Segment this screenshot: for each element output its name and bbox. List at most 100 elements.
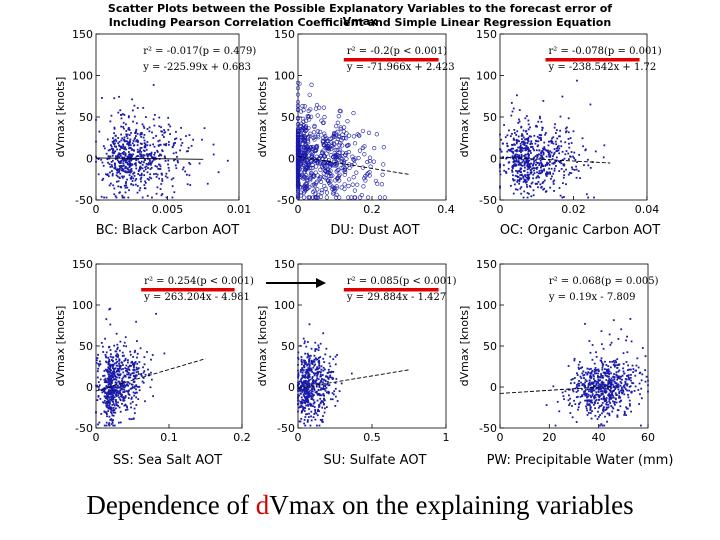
data-point	[565, 168, 567, 171]
data-point	[538, 164, 541, 166]
data-point	[591, 393, 594, 396]
data-point	[333, 178, 338, 183]
data-point	[314, 391, 317, 394]
data-point	[584, 384, 587, 387]
data-point	[524, 181, 527, 184]
data-point	[555, 156, 558, 159]
data-point	[308, 355, 311, 358]
data-point	[554, 132, 557, 134]
data-point	[163, 129, 166, 132]
data-point	[594, 399, 597, 402]
data-point	[116, 343, 119, 346]
data-point	[119, 398, 122, 401]
data-point	[96, 384, 99, 387]
data-point	[116, 386, 119, 389]
data-point	[611, 393, 613, 396]
data-point	[153, 173, 155, 176]
data-point	[525, 130, 527, 133]
data-point	[359, 193, 364, 198]
data-point	[632, 382, 635, 385]
data-point	[340, 382, 343, 385]
data-point	[129, 155, 132, 158]
data-point	[314, 103, 320, 108]
data-point	[524, 180, 526, 183]
data-point	[536, 154, 538, 156]
data-point	[118, 396, 120, 399]
data-point	[605, 391, 607, 393]
data-point	[112, 424, 115, 427]
data-point	[157, 167, 160, 170]
data-point	[585, 193, 588, 196]
data-point	[305, 401, 308, 403]
data-point	[586, 388, 589, 391]
data-point	[520, 186, 523, 188]
data-point	[98, 421, 101, 424]
data-point	[591, 387, 594, 390]
data-point	[321, 418, 324, 421]
data-point	[304, 424, 307, 427]
data-point	[297, 351, 300, 354]
data-point	[124, 191, 127, 194]
data-point	[113, 386, 116, 389]
data-point	[595, 382, 598, 385]
data-point	[612, 376, 615, 378]
data-point	[601, 412, 603, 415]
data-point	[519, 145, 522, 147]
data-point	[301, 195, 307, 200]
data-point	[575, 168, 578, 171]
data-point	[108, 404, 111, 407]
x-tick-label: 0.1	[160, 431, 178, 444]
data-point	[144, 180, 147, 183]
data-point	[512, 152, 515, 155]
data-point	[625, 414, 627, 416]
data-point	[111, 398, 114, 401]
data-point	[97, 395, 100, 398]
data-point	[313, 413, 316, 415]
data-point	[119, 395, 122, 398]
data-point	[149, 160, 151, 162]
data-point	[110, 145, 113, 148]
data-point	[298, 190, 303, 195]
data-point	[300, 363, 303, 366]
data-point	[314, 357, 317, 360]
data-point	[540, 151, 543, 154]
data-point	[115, 358, 118, 361]
data-point	[618, 390, 621, 393]
data-point	[323, 134, 328, 139]
data-point	[145, 116, 147, 118]
data-point	[543, 169, 545, 172]
data-point	[142, 371, 145, 374]
data-point	[523, 141, 526, 144]
data-point	[638, 382, 641, 385]
data-point	[564, 153, 567, 156]
data-point	[311, 361, 313, 363]
data-point	[530, 172, 533, 175]
data-point	[322, 332, 325, 335]
data-point	[110, 411, 112, 413]
data-point	[576, 384, 578, 386]
data-point	[554, 161, 556, 164]
data-point	[105, 393, 108, 396]
data-point	[121, 167, 124, 170]
data-point	[599, 383, 602, 386]
data-point	[550, 151, 553, 154]
data-point	[325, 347, 328, 350]
data-point	[512, 157, 515, 160]
data-point	[313, 401, 316, 404]
data-point	[584, 392, 586, 395]
data-point	[517, 122, 520, 124]
data-point	[302, 393, 305, 396]
data-point	[117, 374, 120, 377]
data-point	[606, 372, 609, 375]
data-point	[552, 162, 555, 165]
data-point	[517, 146, 520, 149]
data-point	[118, 140, 121, 143]
data-point	[297, 358, 300, 361]
data-point	[299, 389, 302, 392]
data-point	[364, 172, 369, 177]
data-point	[105, 369, 108, 372]
data-point	[517, 164, 520, 166]
data-point	[150, 153, 153, 156]
data-point	[526, 196, 529, 199]
data-point	[527, 174, 529, 177]
